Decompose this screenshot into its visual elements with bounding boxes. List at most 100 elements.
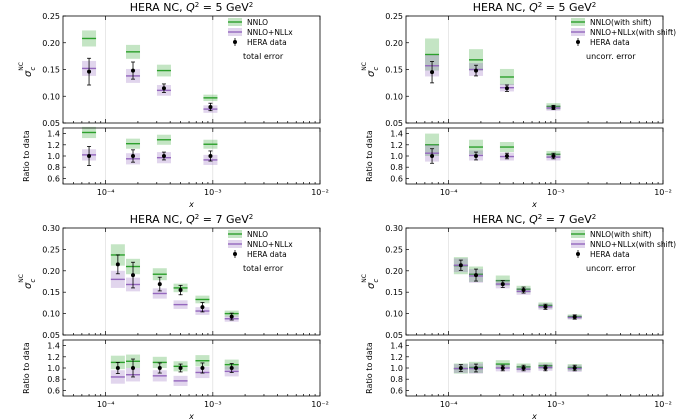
title-q-sup: 2 [195, 213, 199, 221]
y-axis-label-ratio: Ratio to data [365, 130, 374, 182]
title-q-sup: 2 [538, 213, 542, 221]
ytick-label-main-1: 0.10 [385, 92, 403, 101]
ylabel-subscript: c [372, 67, 380, 71]
ytick-label-ratio-3: 1.2 [390, 353, 403, 362]
legend-label-2: HERA data [590, 250, 630, 259]
legend-label-0: NNLO [247, 230, 268, 239]
ytick-label-main-5: 0.30 [42, 224, 60, 233]
ytick-label-main-1: 0.10 [385, 310, 403, 319]
y-axis-label-ratio: Ratio to data [365, 342, 374, 394]
error-annotation: total error [243, 52, 284, 61]
ylabel-sigma: σ [366, 282, 377, 289]
title-prefix: HERA NC, [130, 1, 186, 14]
ytick-label-main-1: 0.10 [42, 310, 60, 319]
data-point-main-p1 [474, 273, 479, 278]
legend-label-2: HERA data [590, 38, 630, 47]
title-rest-sup: 2 [249, 213, 253, 221]
data-point-main-p0 [430, 70, 435, 75]
ytick-label-ratio-1: 0.8 [47, 375, 60, 384]
data-point-main-p3 [208, 104, 213, 109]
legend-label-2: HERA data [247, 250, 287, 259]
ytick-label-ratio-2: 1.0 [390, 152, 403, 161]
title-q-sup: 2 [195, 1, 199, 9]
xtick-label-1: 10⁻³ [547, 188, 565, 197]
title-q: Q [186, 213, 195, 226]
ylabel-superscript: NC [361, 274, 368, 283]
xtick-label-2: 10⁻² [311, 188, 329, 197]
legend-marker-2 [576, 252, 580, 256]
title-rest-sup: 2 [592, 1, 596, 9]
legend-marker-2 [233, 252, 237, 256]
data-point-ratio-p3 [178, 366, 183, 370]
ytick-label-ratio-0: 0.6 [47, 174, 60, 183]
data-point-ratio-p0 [87, 154, 92, 158]
data-point-main-p0 [87, 69, 92, 74]
legend-label-2: HERA data [247, 38, 287, 47]
ratio-axes-frame [405, 127, 664, 185]
ytick-label-main-4: 0.25 [385, 245, 403, 254]
legend-label-0: NNLO(with shift) [590, 18, 651, 27]
data-point-main-p0 [458, 263, 463, 268]
data-point-main-p3 [521, 288, 526, 293]
title-rest-sup: 2 [249, 1, 253, 9]
ytick-label-ratio-1: 0.8 [390, 163, 403, 172]
data-point-ratio-p1 [474, 154, 479, 158]
data-point-ratio-p3 [521, 366, 526, 370]
y-axis-label-main: σc NC [18, 62, 37, 77]
ytick-label-main-2: 0.15 [385, 288, 403, 297]
title-rest: = 7 GeV [199, 213, 249, 226]
ytick-label-ratio-0: 0.6 [390, 386, 403, 395]
ytick-label-main-3: 0.20 [42, 267, 60, 276]
ylabel-subscript: c [372, 279, 380, 283]
ytick-label-main-3: 0.20 [385, 39, 403, 48]
legend-label-1: NNLO+NLLx [247, 240, 293, 249]
xtick-label-1: 10⁻³ [204, 188, 222, 197]
ytick-label-ratio-1: 0.8 [47, 163, 60, 172]
data-point-ratio-p3 [551, 154, 556, 158]
xtick-label-1: 10⁻³ [547, 400, 565, 409]
data-point-ratio-p1 [131, 366, 136, 370]
title-rest: = 5 GeV [199, 1, 249, 14]
xtick-label-1: 10⁻³ [204, 400, 222, 409]
ytick-label-main-3: 0.20 [42, 39, 60, 48]
title-prefix: HERA NC, [473, 213, 529, 226]
xtick-label-0: 10⁻⁴ [440, 188, 458, 197]
ytick-label-main-4: 0.25 [42, 12, 60, 21]
data-point-ratio-p4 [543, 366, 548, 370]
title-q-sup: 2 [538, 1, 542, 9]
ytick-label-ratio-4: 1.4 [390, 130, 403, 139]
ytick-label-ratio-1: 0.8 [390, 375, 403, 384]
data-point-main-p2 [157, 282, 162, 287]
ytick-label-main-2: 0.15 [385, 66, 403, 75]
ytick-label-ratio-2: 1.0 [390, 364, 403, 373]
error-annotation: uncorr. error [586, 264, 636, 273]
ytick-label-main-2: 0.15 [42, 66, 60, 75]
x-axis-label: x [188, 200, 194, 209]
ylabel-sigma: σ [23, 70, 34, 77]
title-rest-sup: 2 [592, 213, 596, 221]
legend-label-1: NNLO+NLLx(with shift) [590, 240, 676, 249]
y-axis-label-main: σc NC [18, 274, 37, 289]
xtick-label-2: 10⁻² [311, 400, 329, 409]
data-point-main-p1 [131, 68, 136, 73]
legend-label-1: NNLO+NLLx [247, 28, 293, 37]
xtick-label-0: 10⁻⁴ [440, 400, 458, 409]
chart-title: HERA NC, Q2 = 7 GeV2 [130, 213, 253, 226]
ytick-label-main-4: 0.25 [42, 245, 60, 254]
ytick-label-ratio-3: 1.2 [47, 141, 60, 150]
title-rest: = 5 GeV [542, 1, 592, 14]
ytick-label-ratio-4: 1.4 [47, 130, 60, 139]
ylabel-superscript: NC [361, 62, 368, 71]
data-point-ratio-p3 [208, 154, 213, 158]
data-point-ratio-p4 [200, 366, 205, 370]
ytick-label-ratio-4: 1.4 [47, 342, 60, 351]
y-axis-label-main: σc NC [361, 274, 380, 289]
data-point-ratio-p2 [157, 366, 162, 370]
legend-label-1: NNLO+NLLx(with shift) [590, 28, 676, 37]
xtick-label-0: 10⁻⁴ [97, 400, 115, 409]
chart-panel-1: HERA NC, Q2 = 5 GeV20.050.100.150.200.25… [18, 1, 329, 209]
ylabel-superscript: NC [18, 62, 25, 71]
data-point-main-p0 [115, 262, 120, 267]
data-point-main-p2 [161, 86, 166, 91]
